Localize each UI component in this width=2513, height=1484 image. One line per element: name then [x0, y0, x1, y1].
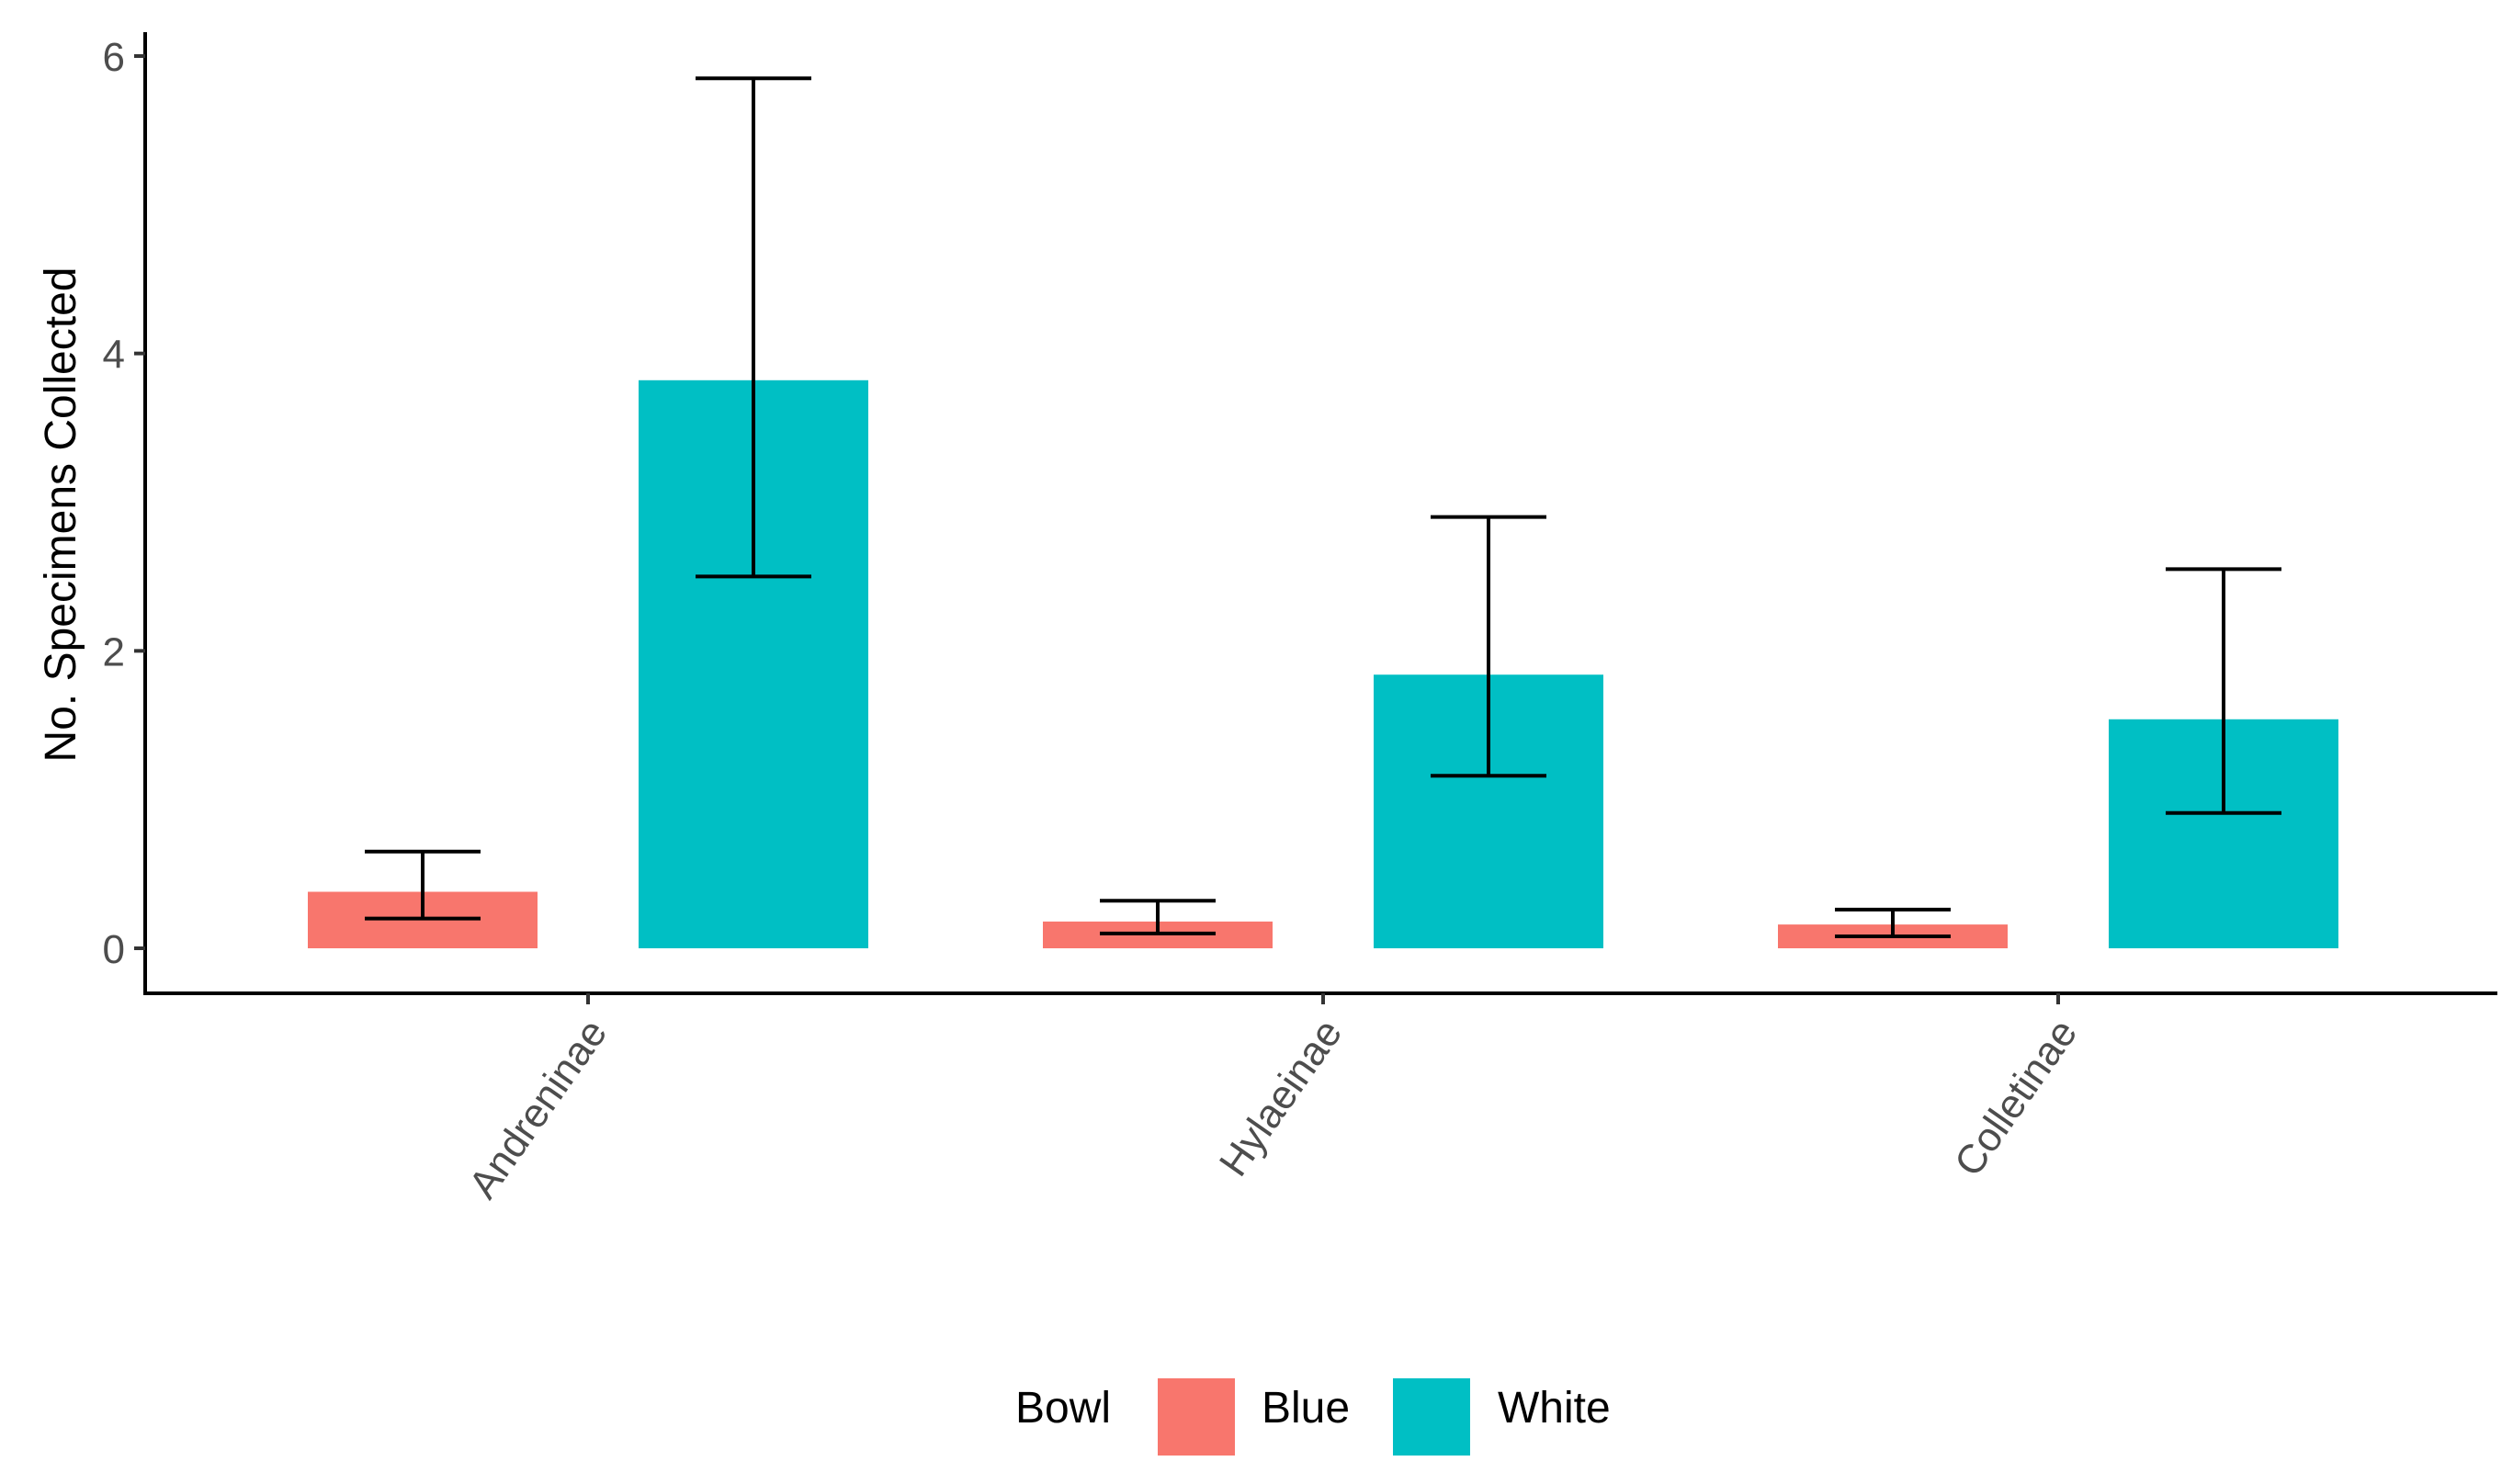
- axes-layer: 0 2 4 6 Andreninae Hylaeinae Colletinae: [103, 32, 2497, 1206]
- x-tick-label-andreninae: Andreninae: [460, 1012, 616, 1206]
- x-tick-label-colletinae: Colletinae: [1946, 1012, 2086, 1184]
- errorbars-layer: [365, 76, 2281, 939]
- errorbar-blue-hylaeinae: [1100, 899, 1216, 935]
- legend: Bowl Blue White: [1015, 1378, 1611, 1456]
- errorbar-blue-andreninae: [365, 849, 481, 921]
- x-tick-label-hylaeinae: Hylaeinae: [1211, 1012, 1351, 1184]
- legend-key-blue: [1158, 1378, 1235, 1456]
- errorbar-white-colletinae: [2166, 567, 2281, 815]
- errorbar-white-hylaeinae: [1431, 515, 1546, 778]
- bars-layer: [308, 379, 2338, 949]
- errorbar-white-andreninae: [696, 76, 811, 579]
- legend-title: Bowl: [1015, 1384, 1111, 1433]
- legend-label-blue: Blue: [1262, 1384, 1350, 1433]
- y-tick-label-2: 2: [103, 629, 125, 674]
- y-tick-label-4: 4: [103, 333, 125, 378]
- y-tick-label-0: 0: [103, 927, 125, 972]
- legend-key-white: [1393, 1378, 1470, 1456]
- errorbar-blue-colletinae: [1835, 907, 1951, 939]
- y-axis-title: No. Specimens Collected: [37, 267, 85, 763]
- y-tick-label-6: 6: [103, 35, 125, 80]
- legend-label-white: White: [1498, 1384, 1611, 1433]
